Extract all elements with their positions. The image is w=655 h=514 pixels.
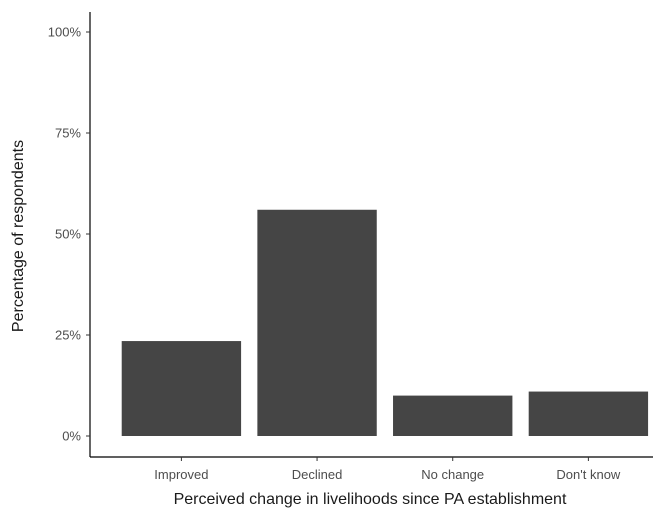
bar-no-change — [393, 395, 513, 436]
bar-declined — [257, 209, 377, 436]
x-tick-label: Declined — [292, 467, 343, 482]
x-tick-label: Improved — [154, 467, 208, 482]
bars-group — [121, 209, 649, 436]
y-axis-title: Percentage of respondents — [10, 140, 27, 332]
y-tick-label: 100% — [48, 25, 82, 40]
x-axis-title: Perceived change in livelihoods since PA… — [174, 491, 567, 508]
bar-don-t-know — [528, 391, 649, 436]
y-tick-label: 0% — [62, 429, 81, 444]
x-tick-label: No change — [421, 467, 484, 482]
y-tick-label: 50% — [55, 227, 81, 242]
x-tick-label: Don't know — [556, 467, 621, 482]
y-tick-label: 75% — [55, 126, 81, 141]
y-tick-label: 25% — [55, 328, 81, 343]
y-ticks-group: 0% 25% 50% 75% 100% — [48, 25, 90, 444]
x-ticks-group: Improved Declined No change Don't know — [154, 457, 621, 482]
bar-improved — [121, 341, 242, 436]
